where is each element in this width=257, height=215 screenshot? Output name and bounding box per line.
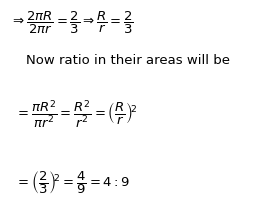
- Text: $\Rightarrow \dfrac{2\pi R}{2\pi r} = \dfrac{2}{3} \Rightarrow \dfrac{R}{r} = \d: $\Rightarrow \dfrac{2\pi R}{2\pi r} = \d…: [10, 9, 134, 36]
- Text: Now ratio in their areas will be: Now ratio in their areas will be: [26, 54, 231, 67]
- Text: $= \dfrac{\pi R^2}{\pi r^2} = \dfrac{R^2}{r^2} = \left(\dfrac{R}{r}\right)^{\!2}: $= \dfrac{\pi R^2}{\pi r^2} = \dfrac{R^2…: [15, 98, 138, 130]
- Text: $= \left(\dfrac{2}{3}\right)^{\!2} = \dfrac{4}{9} = 4:9$: $= \left(\dfrac{2}{3}\right)^{\!2} = \df…: [15, 169, 131, 196]
